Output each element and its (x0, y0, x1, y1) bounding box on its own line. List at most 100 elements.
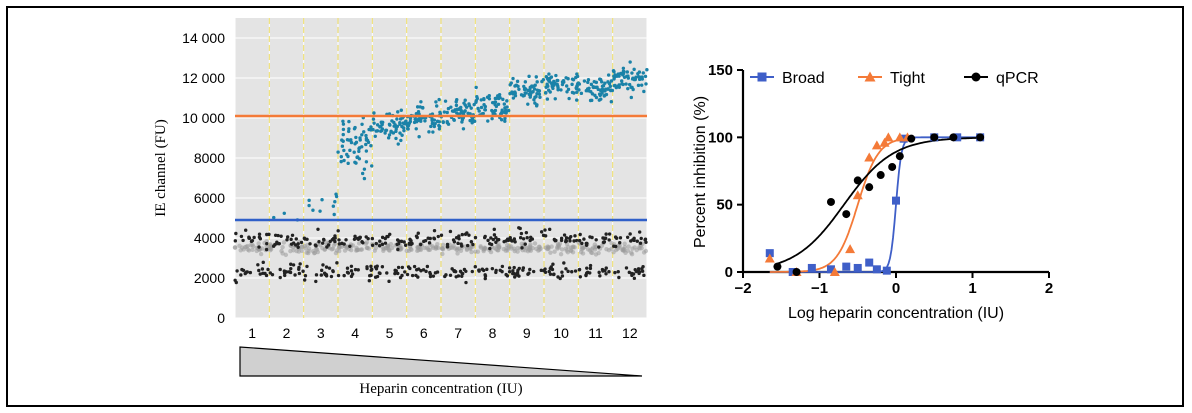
droplet-positive (565, 90, 569, 94)
y-tick-label: 14 000 (182, 30, 225, 46)
droplet-positive (609, 100, 614, 104)
droplet-negative (239, 234, 244, 239)
y-tick-label: 50 (716, 197, 733, 214)
point-qpcr (888, 162, 897, 171)
droplet-positive (549, 75, 554, 79)
droplet-negative (257, 232, 262, 236)
droplet-negative (279, 248, 284, 254)
droplet-negative (483, 235, 487, 240)
point-broad (765, 249, 774, 258)
droplet-negative (569, 234, 573, 239)
droplet-negative (637, 271, 641, 276)
droplet-negative (285, 235, 290, 239)
droplet-negative (299, 248, 305, 254)
y-tick-label: 6000 (194, 190, 225, 206)
droplet-negative (440, 251, 445, 257)
droplet-negative (370, 236, 375, 241)
well-dividers (268, 18, 614, 318)
droplet-positive (629, 95, 634, 100)
droplet-positive (511, 90, 516, 95)
droplet-positive (590, 92, 595, 96)
droplet-positive (575, 90, 579, 95)
droplet-negative (421, 268, 426, 272)
droplet-negative (250, 242, 255, 248)
droplet-negative (369, 264, 373, 269)
droplet-positive (466, 111, 470, 116)
droplet-negative (628, 232, 632, 236)
droplet-negative (354, 247, 360, 253)
droplet-negative (560, 270, 564, 274)
droplet-negative (539, 230, 544, 234)
droplet-negative (396, 271, 400, 276)
droplet-negative (275, 241, 279, 246)
droplet-negative (457, 246, 462, 251)
droplet-positive (414, 127, 418, 131)
droplet-negative (363, 241, 368, 246)
droplet-negative (508, 238, 513, 242)
droplet-negative (405, 272, 410, 277)
droplet-negative (556, 275, 560, 279)
droplet-negative (403, 243, 408, 247)
droplet-negative (578, 232, 582, 237)
droplet-negative (594, 238, 598, 242)
droplet-negative (614, 236, 619, 240)
droplet-negative (580, 251, 586, 256)
point-broad (842, 262, 851, 271)
droplet-negative (305, 264, 309, 269)
droplet-negative (380, 265, 385, 269)
droplet-negative (627, 270, 632, 275)
droplet-negative (353, 267, 358, 272)
x-tick-label: 7 (454, 325, 462, 341)
droplet-negative (518, 235, 523, 240)
y-tick-label: 8000 (194, 150, 225, 166)
droplet-positive (462, 101, 466, 105)
droplet-negative (247, 236, 251, 240)
droplet-negative (427, 241, 432, 245)
droplet-positive (533, 95, 537, 100)
droplet-negative (303, 246, 308, 251)
point-qpcr (773, 262, 782, 271)
droplet-negative (473, 235, 478, 240)
droplet-points (232, 60, 649, 285)
droplet-positive (345, 138, 350, 142)
droplet-positive (511, 96, 516, 100)
droplet-positive (556, 88, 560, 92)
droplet-negative (445, 245, 450, 249)
droplet-positive (612, 83, 616, 88)
point-qpcr (895, 152, 904, 161)
droplet-negative (570, 270, 574, 274)
droplet-negative (320, 241, 325, 245)
droplet-negative (609, 246, 614, 251)
droplet-negative (460, 271, 465, 276)
x-tick-label: 4 (351, 325, 359, 341)
droplet-positive (487, 94, 491, 98)
droplet-positive (570, 77, 575, 81)
droplet-positive (394, 127, 398, 131)
droplet-negative (492, 227, 496, 232)
droplet-negative (637, 246, 642, 251)
droplet-negative (450, 267, 454, 271)
legend: Broad Tight qPCR (750, 70, 1039, 87)
droplet-negative (393, 271, 397, 276)
droplet-negative (441, 242, 446, 248)
droplet-negative (505, 237, 510, 241)
droplet-negative (498, 268, 502, 272)
droplet-positive (516, 84, 520, 89)
droplet-negative (543, 234, 548, 238)
droplet-negative (302, 236, 307, 240)
droplet-negative (415, 268, 419, 272)
droplet-negative (367, 278, 372, 283)
droplet-positive (341, 127, 346, 132)
droplet-negative (622, 241, 627, 246)
droplet-negative (467, 233, 471, 237)
droplet-negative (547, 269, 551, 274)
droplet-negative (370, 267, 374, 272)
droplet-negative (589, 250, 594, 255)
droplet-negative (235, 269, 239, 273)
droplet-positive (340, 144, 345, 148)
droplet-positive (577, 88, 581, 92)
wedge-label: Heparin concentration (IU) (359, 381, 522, 397)
droplet-negative (336, 273, 341, 278)
droplet-negative (455, 251, 460, 256)
droplet-positive (442, 110, 447, 114)
